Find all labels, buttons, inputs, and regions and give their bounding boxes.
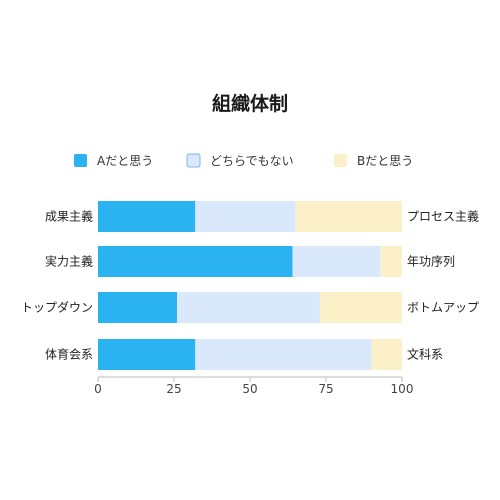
- bar-segment: [371, 339, 402, 370]
- bar-segment: [195, 201, 296, 232]
- legend-swatch: [186, 153, 201, 168]
- bars: [98, 201, 402, 370]
- legend-label: Aだと思う: [97, 154, 153, 168]
- x-tick-label: 100: [391, 382, 414, 396]
- bar-segment: [380, 246, 402, 277]
- category-label-right: ボトムアップ: [407, 301, 479, 315]
- category-label-left: 体育会系: [45, 347, 93, 362]
- bar-segment: [177, 292, 320, 323]
- category-label-left: 実力主義: [45, 254, 93, 269]
- bar-segment: [98, 246, 293, 277]
- category-label-left: トップダウン: [21, 300, 93, 315]
- bar-segment: [292, 246, 381, 277]
- category-label-right: プロセス主義: [407, 209, 479, 224]
- bar-segment: [98, 292, 178, 323]
- legend: Aだと思う どちらでもない Bだと思う: [74, 153, 413, 168]
- chart-title: 組織体制: [212, 92, 288, 115]
- category-label-right: 年功序列: [407, 254, 455, 269]
- x-tick-label: 75: [318, 382, 333, 396]
- x-tick-label: 0: [94, 382, 102, 396]
- bar-segment: [295, 201, 402, 232]
- bar-segment: [98, 201, 196, 232]
- x-tick-label: 25: [166, 382, 181, 396]
- bar-segment: [319, 292, 402, 323]
- legend-label: どちらでもない: [210, 154, 294, 168]
- category-label-left: 成果主義: [45, 209, 93, 224]
- x-tick-label: 50: [242, 382, 257, 396]
- legend-label: Bだと思う: [357, 154, 413, 168]
- category-label-right: 文科系: [407, 347, 443, 362]
- bar-segment: [98, 339, 196, 370]
- bar-segment: [195, 339, 372, 370]
- legend-swatch: [74, 154, 87, 167]
- x-axis: 0 25 50 75 100: [94, 376, 414, 396]
- legend-swatch: [334, 154, 347, 167]
